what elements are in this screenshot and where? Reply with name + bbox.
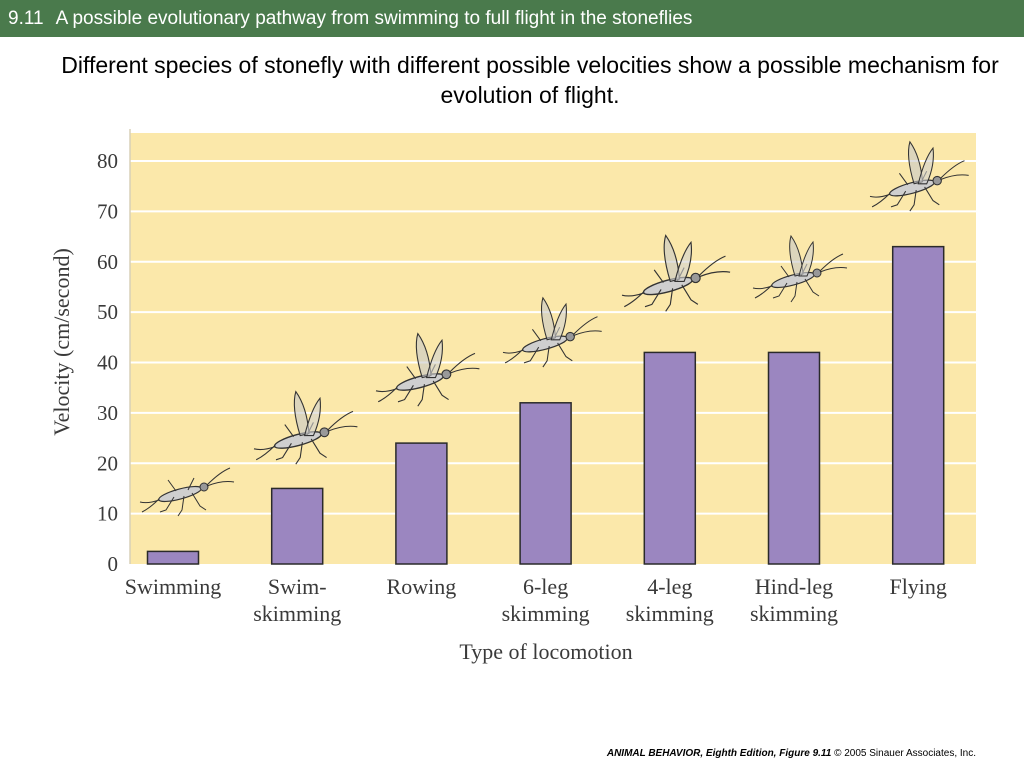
x-tick-label: skimming xyxy=(626,601,714,626)
book-title: ANIMAL BEHAVIOR, Eighth Edition, xyxy=(606,748,777,759)
y-tick-label: 10 xyxy=(97,502,118,526)
x-tick-label: Swimming xyxy=(125,574,222,599)
bar xyxy=(767,351,821,565)
stonefly-illustration xyxy=(752,234,848,303)
bar xyxy=(395,442,448,565)
y-tick-label: 70 xyxy=(97,199,118,223)
slide-title-bar: 9.11 A possible evolutionary pathway fro… xyxy=(0,0,1024,37)
y-axis-label: Velocity (cm/second) xyxy=(49,248,74,436)
stonefly-illustration xyxy=(869,140,969,212)
stonefly-illustration xyxy=(375,332,480,407)
y-tick-label: 80 xyxy=(97,149,118,173)
figure-credit: ANIMAL BEHAVIOR, Eighth Edition, Figure … xyxy=(607,748,976,759)
x-tick-label: Rowing xyxy=(387,574,457,599)
bar xyxy=(891,245,945,565)
y-tick-label: 0 xyxy=(108,552,119,576)
bar xyxy=(270,487,324,565)
y-tick-label: 60 xyxy=(97,250,118,274)
bar xyxy=(519,402,572,565)
x-tick-label: 6-leg xyxy=(523,574,568,599)
slide-title: A possible evolutionary pathway from swi… xyxy=(55,7,693,29)
bar xyxy=(146,550,200,565)
y-tick-label: 50 xyxy=(97,300,118,324)
stonefly-illustration xyxy=(253,390,358,465)
x-tick-label: Swim- xyxy=(268,574,327,599)
stonefly-illustration xyxy=(621,234,731,312)
y-tick-label: 20 xyxy=(97,451,118,475)
x-tick-label: Hind-leg xyxy=(755,574,833,599)
x-tick-label: Flying xyxy=(889,574,946,599)
x-tick-label: 4-leg xyxy=(647,574,692,599)
y-tick-label: 40 xyxy=(97,351,118,375)
slide-subtitle: Different species of stonefly with diffe… xyxy=(61,52,999,108)
figure-ref: Figure 9.11 xyxy=(779,748,832,759)
x-axis-label: Type of locomotion xyxy=(459,639,632,664)
stonefly-illustration xyxy=(139,467,235,517)
bar xyxy=(643,351,697,565)
stonefly-illustration xyxy=(502,296,602,368)
x-tick-label: skimming xyxy=(502,601,590,626)
y-tick-label: 30 xyxy=(97,401,118,425)
copyright-text: © 2005 Sinauer Associates, Inc. xyxy=(834,748,976,759)
figure-number: 9.11 xyxy=(8,7,44,29)
x-tick-label: skimming xyxy=(750,601,838,626)
x-tick-label: skimming xyxy=(253,601,341,626)
